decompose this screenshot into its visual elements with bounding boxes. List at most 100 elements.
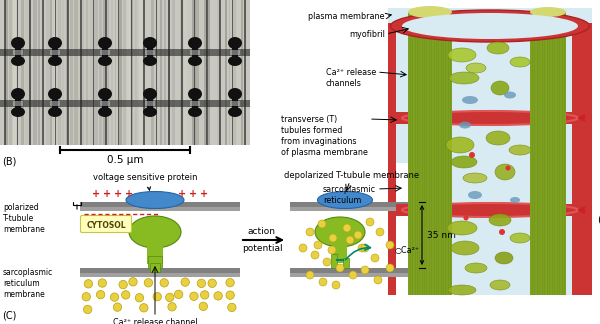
Text: Ca²⁺ release channel: Ca²⁺ release channel [113,318,197,324]
Bar [100,50,110,55]
Bar [168,0,170,155]
Circle shape [469,152,475,158]
Circle shape [208,279,217,287]
Circle shape [346,236,354,244]
Ellipse shape [98,88,112,100]
Bar [21,0,24,155]
Bar [55,0,56,155]
Circle shape [376,228,384,236]
Bar [539,12,541,295]
Text: (C): (C) [2,310,16,320]
Bar [245,0,247,155]
Bar [80,273,240,277]
Ellipse shape [143,107,157,117]
Text: transverse (T)
tubules formed
from invaginations
of plasma membrane: transverse (T) tubules formed from invag… [281,115,368,157]
Bar [424,12,425,295]
Ellipse shape [466,63,486,73]
Bar [412,12,413,295]
Bar [333,245,347,263]
Circle shape [199,302,208,310]
Bar [17,0,19,155]
Ellipse shape [462,96,478,104]
Ellipse shape [48,107,62,117]
Bar [190,50,200,55]
Bar [415,12,416,295]
Bar [388,8,592,295]
Bar [290,207,415,211]
Circle shape [299,244,307,252]
Bar [244,0,246,155]
Bar [9,0,12,155]
Bar [417,12,418,295]
Circle shape [84,280,92,288]
Bar [54,0,55,155]
Text: +: + [114,189,122,199]
Ellipse shape [228,37,242,49]
Bar [219,0,221,155]
Ellipse shape [98,56,112,66]
Bar [436,12,437,295]
Circle shape [318,220,326,228]
Ellipse shape [510,197,520,203]
Ellipse shape [143,56,157,66]
Bar [34,0,37,155]
Bar [241,0,242,155]
Bar [15,98,21,108]
Bar [119,0,122,155]
Circle shape [314,241,322,249]
Text: polarized
T-tubule
membrane: polarized T-tubule membrane [3,203,45,234]
Bar [0,163,430,324]
Circle shape [113,303,122,311]
Ellipse shape [188,56,202,66]
Bar [448,12,449,295]
Bar [343,258,349,268]
Ellipse shape [126,191,184,209]
Text: +: + [200,189,208,199]
Bar [0,100,250,107]
Bar [102,47,108,57]
Bar [66,0,68,155]
Bar [38,0,40,155]
Bar [544,12,545,295]
Circle shape [361,266,369,274]
Ellipse shape [228,56,242,66]
Bar [229,0,230,155]
Bar [147,246,163,264]
Bar [131,0,133,155]
Text: 0.5 µm: 0.5 µm [107,155,143,165]
Ellipse shape [391,10,589,42]
Ellipse shape [228,107,242,117]
Ellipse shape [408,6,452,18]
Circle shape [160,279,169,287]
Bar [217,0,220,155]
Text: depolarized T-tubule membrane: depolarized T-tubule membrane [284,171,419,180]
Ellipse shape [98,107,112,117]
Ellipse shape [509,145,531,155]
Circle shape [82,293,91,301]
Circle shape [358,244,366,252]
Ellipse shape [510,57,530,67]
Bar [542,12,543,295]
Ellipse shape [446,137,474,153]
Bar [194,0,195,155]
Bar [131,0,132,155]
Bar [100,101,110,106]
Text: potential: potential [242,244,283,253]
Bar [537,12,538,295]
Circle shape [144,279,152,287]
Bar [46,0,50,155]
Bar [190,101,200,106]
Bar [532,12,533,295]
Circle shape [319,278,327,286]
Bar [224,0,227,155]
Bar [230,50,240,55]
Circle shape [371,254,379,262]
Bar [237,0,241,155]
Ellipse shape [451,241,479,255]
Circle shape [190,292,198,300]
Bar [180,0,183,155]
Bar [184,0,187,155]
Bar [156,0,157,155]
Bar [176,0,178,155]
Bar [148,0,149,155]
